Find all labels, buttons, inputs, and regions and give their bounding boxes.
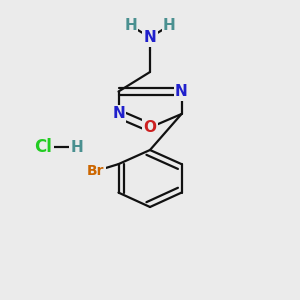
- Text: N: N: [144, 30, 156, 45]
- Text: N: N: [112, 106, 125, 122]
- Text: H: H: [124, 18, 137, 33]
- Text: Br: Br: [87, 164, 105, 178]
- Text: H: H: [163, 18, 176, 33]
- Text: N: N: [175, 84, 188, 99]
- Text: H: H: [70, 140, 83, 154]
- Text: O: O: [143, 120, 157, 135]
- Text: Cl: Cl: [34, 138, 52, 156]
